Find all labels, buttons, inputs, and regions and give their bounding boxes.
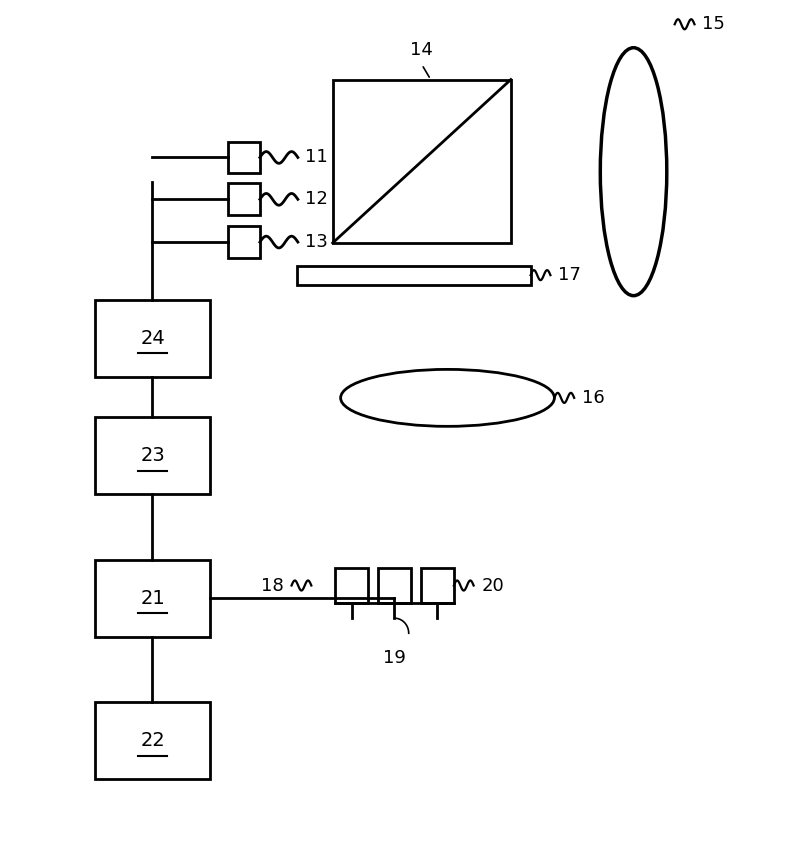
- Bar: [228, 226, 260, 258]
- Bar: [95, 417, 210, 494]
- Bar: [95, 702, 210, 779]
- Text: 15: 15: [702, 15, 726, 33]
- Text: 12: 12: [305, 190, 328, 208]
- Bar: [335, 568, 368, 603]
- Bar: [95, 299, 210, 377]
- Text: 21: 21: [140, 589, 165, 607]
- Bar: [421, 568, 454, 603]
- Bar: [333, 80, 511, 243]
- Bar: [378, 568, 411, 603]
- Text: 24: 24: [140, 329, 165, 348]
- Text: 23: 23: [140, 446, 165, 465]
- Text: 11: 11: [305, 148, 328, 167]
- Bar: [228, 184, 260, 215]
- Text: 19: 19: [383, 649, 406, 667]
- Bar: [297, 266, 530, 285]
- Text: 13: 13: [305, 233, 328, 251]
- Text: 20: 20: [482, 576, 504, 595]
- Text: 18: 18: [261, 576, 284, 595]
- Bar: [228, 141, 260, 173]
- Text: 17: 17: [558, 266, 582, 284]
- Text: 16: 16: [582, 389, 605, 407]
- Text: 14: 14: [410, 41, 434, 58]
- Text: 22: 22: [140, 731, 165, 750]
- Bar: [95, 559, 210, 636]
